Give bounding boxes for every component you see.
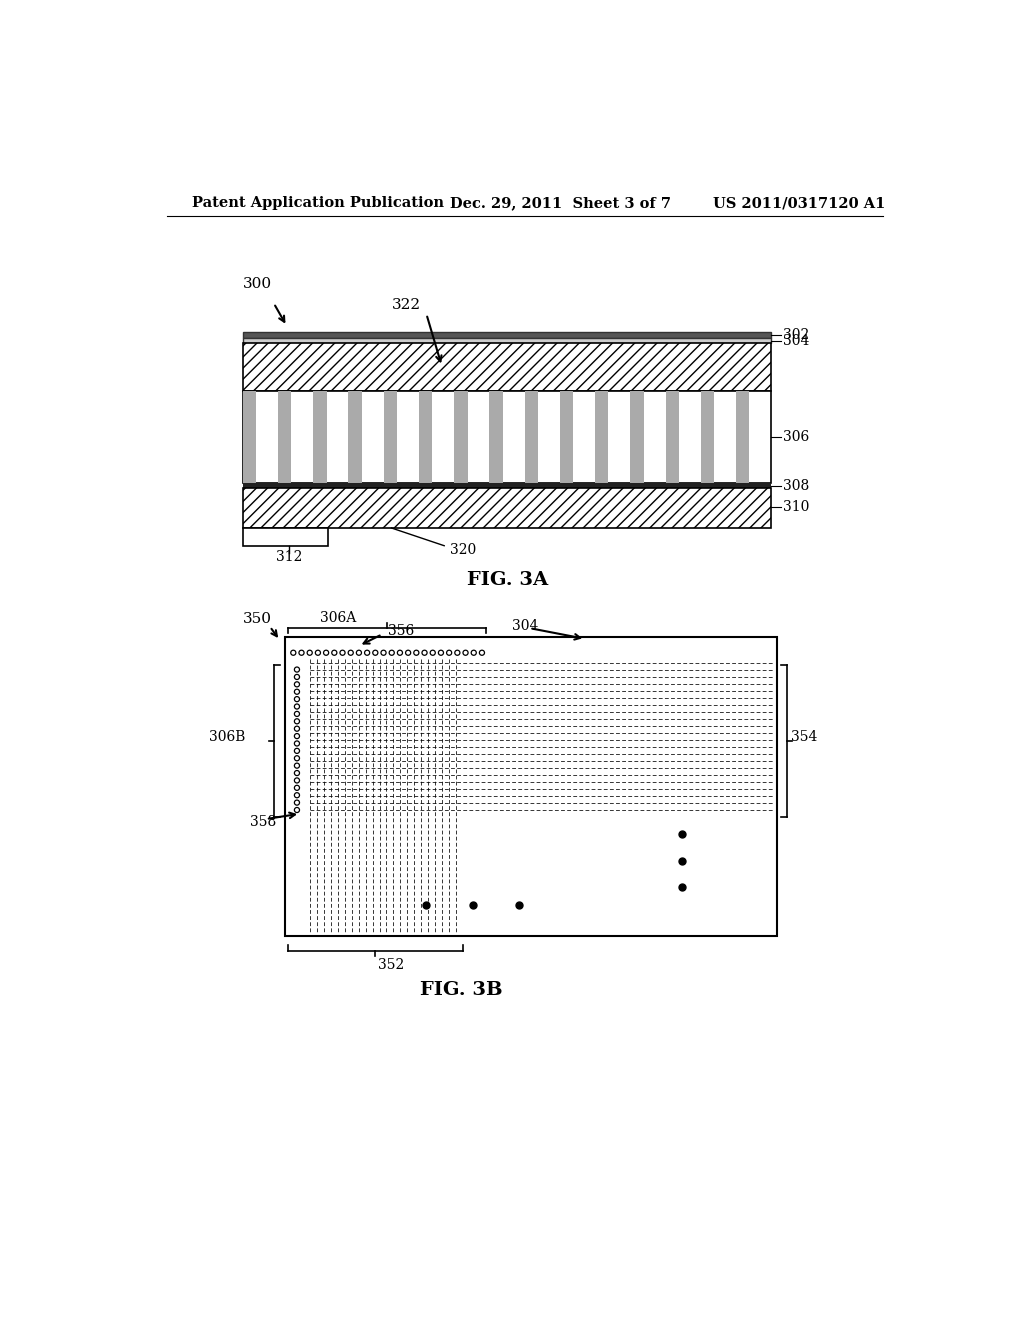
Bar <box>736 391 750 483</box>
Circle shape <box>294 777 299 783</box>
Text: Patent Application Publication: Patent Application Publication <box>191 197 443 210</box>
Bar <box>243 528 328 546</box>
Circle shape <box>294 682 299 686</box>
Bar <box>243 338 771 343</box>
Circle shape <box>397 651 402 655</box>
Circle shape <box>471 651 476 655</box>
Bar <box>666 391 679 483</box>
Circle shape <box>414 651 419 655</box>
Bar <box>700 391 714 483</box>
Circle shape <box>294 756 299 760</box>
Circle shape <box>340 651 345 655</box>
Circle shape <box>294 667 299 672</box>
Circle shape <box>294 719 299 723</box>
Text: US 2011/0317120 A1: US 2011/0317120 A1 <box>713 197 886 210</box>
Text: FIG. 3B: FIG. 3B <box>420 981 503 999</box>
Circle shape <box>479 651 484 655</box>
Circle shape <box>294 689 299 694</box>
Circle shape <box>294 711 299 717</box>
Circle shape <box>365 651 370 655</box>
Text: 304: 304 <box>512 619 538 632</box>
Circle shape <box>299 651 304 655</box>
Text: 350: 350 <box>243 612 271 626</box>
Circle shape <box>356 651 361 655</box>
Text: 308: 308 <box>783 479 809 492</box>
Text: 352: 352 <box>378 958 403 973</box>
Circle shape <box>381 651 386 655</box>
Text: 300: 300 <box>243 277 271 290</box>
Circle shape <box>291 651 296 655</box>
Circle shape <box>294 763 299 768</box>
Text: 310: 310 <box>783 500 809 515</box>
Bar <box>243 331 771 338</box>
Circle shape <box>430 651 435 655</box>
Circle shape <box>294 675 299 680</box>
Circle shape <box>463 651 468 655</box>
Circle shape <box>294 704 299 709</box>
Circle shape <box>438 651 443 655</box>
Bar <box>243 343 771 391</box>
Circle shape <box>294 748 299 754</box>
Text: 306B: 306B <box>210 730 246 744</box>
Circle shape <box>294 793 299 797</box>
Circle shape <box>294 771 299 776</box>
Circle shape <box>294 726 299 731</box>
Bar <box>631 391 644 483</box>
Circle shape <box>446 651 452 655</box>
Bar <box>348 391 361 483</box>
Text: 304: 304 <box>783 334 809 348</box>
Text: 354: 354 <box>792 730 818 744</box>
Circle shape <box>332 651 337 655</box>
Circle shape <box>307 651 312 655</box>
Text: 302: 302 <box>783 327 809 342</box>
Circle shape <box>315 651 321 655</box>
Bar <box>313 391 327 483</box>
Circle shape <box>294 734 299 739</box>
Circle shape <box>348 651 353 655</box>
Bar <box>243 391 771 483</box>
Circle shape <box>373 651 378 655</box>
Circle shape <box>389 651 394 655</box>
Text: 358: 358 <box>251 816 276 829</box>
Circle shape <box>422 651 427 655</box>
Text: 356: 356 <box>388 624 415 638</box>
Bar <box>278 391 291 483</box>
Bar <box>243 391 256 483</box>
Bar <box>384 391 397 483</box>
Bar <box>243 483 771 488</box>
Circle shape <box>294 808 299 813</box>
Text: 320: 320 <box>450 543 476 557</box>
Text: FIG. 3A: FIG. 3A <box>467 572 548 589</box>
Circle shape <box>294 741 299 746</box>
Bar <box>243 488 771 528</box>
Bar <box>454 391 468 483</box>
Bar <box>489 391 503 483</box>
Bar <box>285 638 777 936</box>
Circle shape <box>294 800 299 805</box>
Bar <box>595 391 608 483</box>
Circle shape <box>324 651 329 655</box>
Circle shape <box>455 651 460 655</box>
Bar <box>524 391 538 483</box>
Text: 322: 322 <box>391 298 421 312</box>
Text: Dec. 29, 2011  Sheet 3 of 7: Dec. 29, 2011 Sheet 3 of 7 <box>450 197 671 210</box>
Circle shape <box>406 651 411 655</box>
Text: 312: 312 <box>276 550 302 564</box>
Bar <box>560 391 573 483</box>
Circle shape <box>294 697 299 702</box>
Text: 306: 306 <box>783 430 809 444</box>
Circle shape <box>294 785 299 791</box>
Bar <box>419 391 432 483</box>
Text: 306A: 306A <box>321 611 356 626</box>
